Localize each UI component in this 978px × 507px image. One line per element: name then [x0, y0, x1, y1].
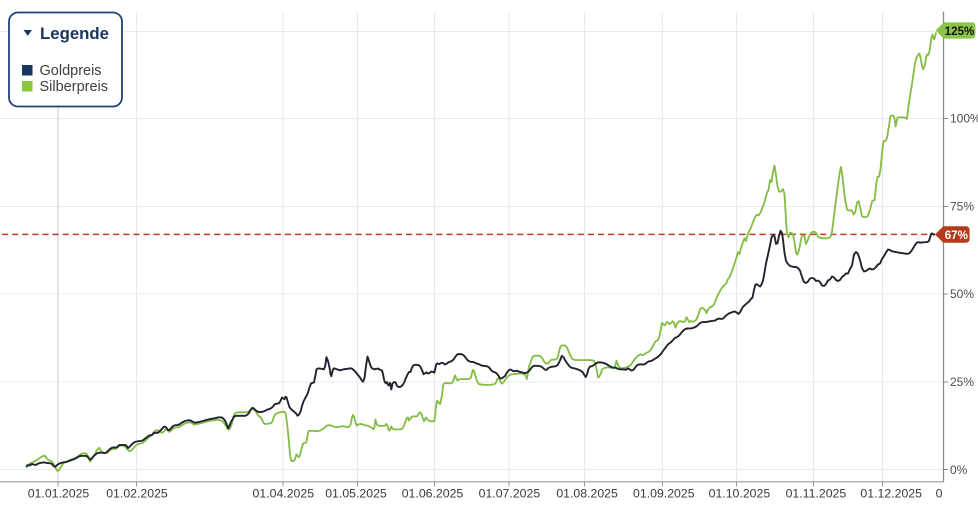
- svg-text:Silberpreis: Silberpreis: [40, 79, 109, 95]
- svg-text:01.01.2025: 01.01.2025: [28, 487, 90, 501]
- svg-text:Goldpreis: Goldpreis: [40, 63, 102, 79]
- svg-text:67%: 67%: [945, 229, 968, 242]
- svg-text:50%: 50%: [950, 287, 974, 301]
- svg-text:0: 0: [936, 487, 943, 501]
- svg-text:01.10.2025: 01.10.2025: [709, 487, 771, 501]
- svg-text:0%: 0%: [950, 463, 968, 477]
- svg-text:01.04.2025: 01.04.2025: [253, 487, 315, 501]
- svg-text:01.02.2025: 01.02.2025: [106, 487, 168, 501]
- svg-text:75%: 75%: [950, 200, 974, 214]
- svg-text:01.06.2025: 01.06.2025: [402, 487, 464, 501]
- svg-text:01.09.2025: 01.09.2025: [633, 487, 695, 501]
- svg-text:01.07.2025: 01.07.2025: [479, 487, 541, 501]
- svg-text:01.12.2025: 01.12.2025: [860, 487, 922, 501]
- svg-text:Legende: Legende: [40, 24, 109, 43]
- svg-text:100%: 100%: [950, 112, 978, 126]
- svg-text:01.05.2025: 01.05.2025: [325, 487, 387, 501]
- svg-text:125%: 125%: [945, 25, 975, 38]
- svg-text:01.08.2025: 01.08.2025: [556, 487, 618, 501]
- svg-text:01.11.2025: 01.11.2025: [786, 487, 847, 501]
- svg-text:25%: 25%: [950, 375, 974, 389]
